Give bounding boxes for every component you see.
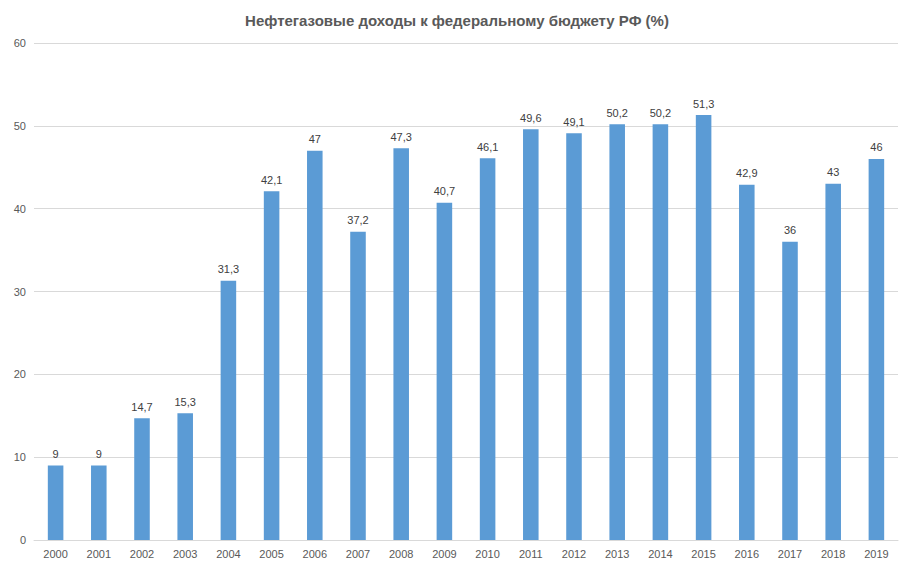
svg-text:2010: 2010 bbox=[475, 548, 499, 560]
svg-text:2011: 2011 bbox=[519, 548, 543, 560]
svg-text:14,7: 14,7 bbox=[131, 401, 152, 413]
svg-text:9: 9 bbox=[96, 448, 102, 460]
svg-text:49,6: 49,6 bbox=[520, 112, 541, 124]
svg-text:15,3: 15,3 bbox=[174, 396, 195, 408]
svg-text:2019: 2019 bbox=[864, 548, 888, 560]
svg-text:2012: 2012 bbox=[562, 548, 586, 560]
svg-text:43: 43 bbox=[827, 166, 839, 178]
svg-text:2018: 2018 bbox=[821, 548, 845, 560]
svg-text:37,2: 37,2 bbox=[347, 214, 368, 226]
svg-text:2016: 2016 bbox=[735, 548, 759, 560]
svg-text:42,1: 42,1 bbox=[261, 174, 282, 186]
svg-text:2002: 2002 bbox=[130, 548, 154, 560]
svg-text:2007: 2007 bbox=[346, 548, 370, 560]
svg-text:60: 60 bbox=[14, 37, 26, 49]
svg-text:2009: 2009 bbox=[432, 548, 456, 560]
svg-text:2017: 2017 bbox=[778, 548, 802, 560]
svg-text:2004: 2004 bbox=[216, 548, 240, 560]
svg-text:9: 9 bbox=[53, 448, 59, 460]
svg-text:42,9: 42,9 bbox=[736, 167, 757, 179]
svg-text:40,7: 40,7 bbox=[434, 185, 455, 197]
svg-text:30: 30 bbox=[14, 286, 26, 298]
svg-text:47: 47 bbox=[309, 133, 321, 145]
svg-text:51,3: 51,3 bbox=[693, 98, 714, 110]
svg-text:31,3: 31,3 bbox=[218, 263, 239, 275]
svg-text:50,2: 50,2 bbox=[606, 107, 627, 119]
svg-text:46,1: 46,1 bbox=[477, 141, 498, 153]
svg-text:2001: 2001 bbox=[87, 548, 111, 560]
svg-text:50: 50 bbox=[14, 120, 26, 132]
svg-text:2014: 2014 bbox=[648, 548, 672, 560]
svg-text:49,1: 49,1 bbox=[563, 116, 584, 128]
svg-text:2013: 2013 bbox=[605, 548, 629, 560]
svg-text:2000: 2000 bbox=[43, 548, 67, 560]
svg-text:10: 10 bbox=[14, 451, 26, 463]
svg-text:2015: 2015 bbox=[691, 548, 715, 560]
svg-text:2006: 2006 bbox=[303, 548, 327, 560]
svg-text:0: 0 bbox=[20, 534, 26, 546]
svg-text:47,3: 47,3 bbox=[390, 131, 411, 143]
svg-text:2008: 2008 bbox=[389, 548, 413, 560]
svg-text:2003: 2003 bbox=[173, 548, 197, 560]
svg-text:46: 46 bbox=[870, 141, 882, 153]
svg-text:50,2: 50,2 bbox=[650, 107, 671, 119]
svg-text:36: 36 bbox=[784, 224, 796, 236]
svg-text:20: 20 bbox=[14, 368, 26, 380]
svg-text:Нефтегазовые доходы к федераль: Нефтегазовые доходы к федеральному бюдже… bbox=[245, 12, 669, 29]
svg-text:2005: 2005 bbox=[259, 548, 283, 560]
svg-text:40: 40 bbox=[14, 203, 26, 215]
